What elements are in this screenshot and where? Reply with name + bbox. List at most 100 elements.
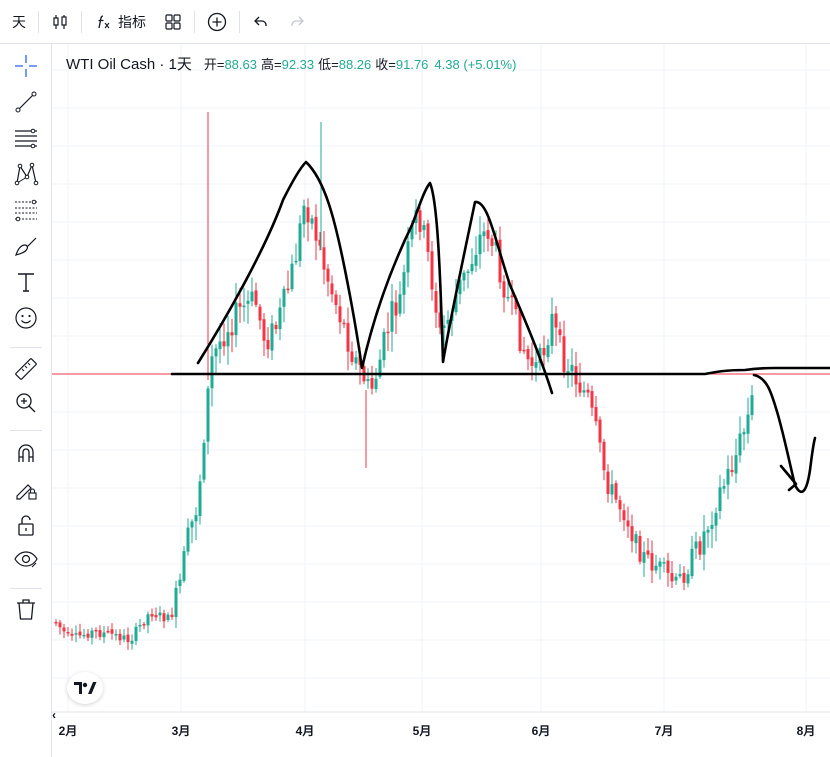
low-label: 低=	[318, 57, 339, 72]
candle-body	[282, 288, 286, 307]
candle-body	[670, 573, 674, 582]
candle	[550, 297, 554, 354]
layout-button[interactable]	[158, 6, 188, 38]
candle-body	[502, 281, 506, 298]
candle	[134, 622, 138, 646]
candle	[546, 339, 550, 363]
fib-button[interactable]	[10, 197, 42, 227]
time-label-aug: 8月	[797, 724, 816, 738]
candle-body	[418, 210, 422, 232]
candle	[206, 385, 210, 455]
candle	[178, 573, 182, 594]
candle-body	[478, 234, 482, 255]
candle-body	[54, 621, 58, 624]
candle	[634, 530, 638, 554]
undo-button[interactable]	[246, 6, 276, 38]
candle	[74, 625, 78, 643]
candle	[486, 217, 490, 252]
lock-drawing-button[interactable]	[10, 476, 42, 506]
candle	[266, 327, 270, 359]
magnet-button[interactable]	[10, 440, 42, 470]
candle	[626, 506, 630, 539]
candle-body	[326, 268, 330, 282]
candle	[542, 335, 546, 372]
candle-body	[270, 323, 274, 351]
candle-body	[122, 635, 126, 640]
candle	[722, 478, 726, 494]
candle-body	[126, 634, 130, 643]
candle	[270, 315, 274, 361]
scroll-left-arrow: ‹	[52, 708, 56, 722]
candle-body	[558, 329, 562, 336]
candle-body	[702, 531, 706, 555]
candle	[314, 204, 318, 261]
candle	[330, 275, 334, 303]
candle-body	[394, 302, 398, 316]
top-toolbar: 天 指标	[0, 0, 830, 44]
tradingview-logo[interactable]	[67, 672, 103, 704]
candle	[126, 627, 130, 650]
crosshair-button[interactable]	[10, 53, 42, 83]
candle-body	[430, 251, 434, 290]
candle	[334, 290, 338, 315]
ruler-button[interactable]	[10, 356, 42, 386]
candle-body	[386, 331, 390, 334]
candle	[490, 234, 494, 256]
emoji-button[interactable]	[10, 305, 42, 335]
redo-button[interactable]	[282, 6, 312, 38]
candle-body	[510, 295, 514, 298]
candle	[750, 385, 754, 421]
candle-body	[302, 205, 306, 225]
candle	[98, 625, 102, 641]
candle	[602, 438, 606, 481]
chart-type-button[interactable]	[45, 6, 75, 38]
candle-body	[438, 312, 442, 328]
unlock-button[interactable]	[10, 512, 42, 542]
horizontal-lines-button[interactable]	[10, 125, 42, 155]
indicators-button[interactable]: 指标	[88, 6, 152, 38]
arrow-head-drawing	[779, 464, 798, 492]
candle-body	[550, 313, 554, 346]
fx-icon	[94, 13, 112, 31]
candle	[58, 619, 62, 635]
candle	[422, 220, 426, 239]
candle	[86, 628, 90, 642]
compare-button[interactable]	[201, 6, 233, 38]
interval-button[interactable]: 天	[6, 6, 32, 38]
candle	[458, 277, 462, 305]
candle	[718, 474, 722, 520]
zoom-in-button[interactable]	[10, 390, 42, 420]
candle-body	[110, 629, 114, 634]
text-button[interactable]	[10, 269, 42, 299]
candle	[290, 254, 294, 292]
brush-button[interactable]	[10, 233, 42, 263]
candle	[318, 232, 322, 251]
candle	[102, 625, 106, 644]
candle-body	[642, 552, 646, 563]
candle-body	[390, 301, 394, 332]
fib-icon	[13, 197, 39, 228]
trendline-button[interactable]	[10, 89, 42, 119]
candle-body	[634, 534, 638, 544]
candle	[426, 219, 430, 262]
pattern-button[interactable]	[10, 161, 42, 191]
candle-body	[198, 481, 202, 517]
candle-body	[338, 306, 342, 323]
candles-layer	[54, 112, 754, 650]
candle	[610, 470, 614, 504]
candle-body	[90, 630, 94, 638]
candle-body	[610, 484, 614, 495]
delete-drawings-button[interactable]	[10, 596, 42, 626]
candle	[402, 264, 406, 314]
candle-body	[114, 634, 118, 636]
candle	[114, 629, 118, 641]
candle	[674, 573, 678, 585]
symbol-title[interactable]: WTI Oil Cash · 1天	[66, 56, 192, 73]
candle-body	[598, 419, 602, 443]
candle-body	[526, 348, 530, 360]
visibility-button[interactable]	[10, 546, 42, 576]
candle	[222, 323, 226, 356]
candle-body	[210, 356, 214, 389]
candle	[82, 628, 86, 639]
